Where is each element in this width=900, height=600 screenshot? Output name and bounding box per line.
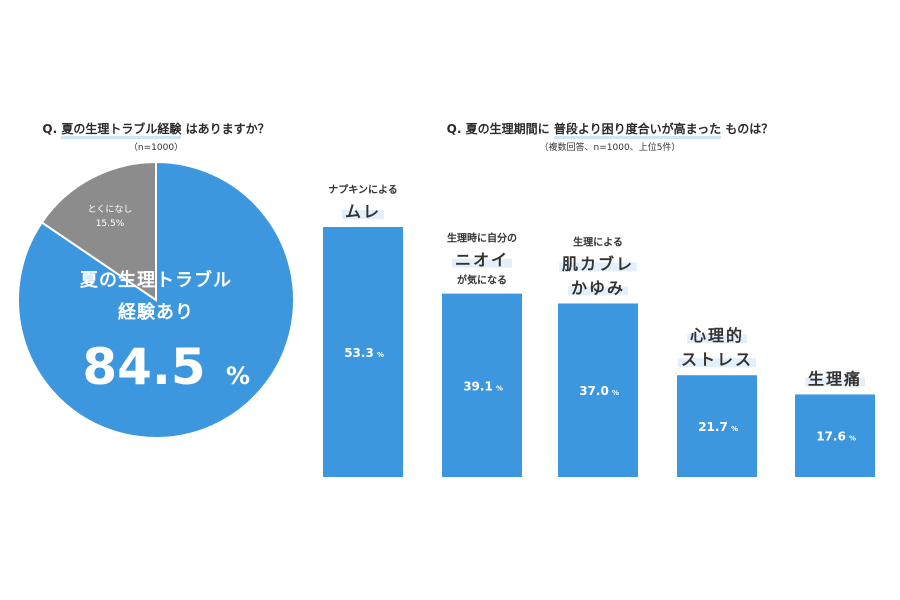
pie-main-label-line2: 経験あり bbox=[118, 301, 194, 323]
bar-category-label-3-1: 肌カブレ bbox=[562, 254, 634, 273]
bar-3 bbox=[558, 303, 638, 477]
bar-category-label-2-0: 生理時に自分の bbox=[447, 232, 517, 245]
bar-1 bbox=[323, 227, 403, 477]
pie-chart-title: Q. 夏の生理トラブル経験 はありますか？ bbox=[36, 120, 276, 139]
bar-value-label-5: 17.6 bbox=[816, 430, 846, 444]
bar-category-label-2-1: ニオイ bbox=[455, 251, 509, 270]
bar-value-label-1: 53.3 bbox=[344, 346, 374, 360]
pie-main-value: 84.5 bbox=[82, 338, 205, 396]
bar-chart-title: Q. 夏の生理期間に 普段より困り度合いが高まった ものは？ bbox=[410, 120, 810, 139]
pie-title-suffix: はありますか？ bbox=[185, 122, 270, 136]
bar-title-highlight: 普段より困り度合いが高まった bbox=[553, 122, 722, 139]
bar-label-highlight-5-0 bbox=[805, 377, 865, 387]
bar-2 bbox=[442, 293, 522, 477]
bar-label-highlight-4-0 bbox=[687, 334, 747, 344]
bar-category-label-3-0: 生理による bbox=[573, 235, 623, 248]
pie-main-unit: % bbox=[226, 362, 250, 390]
bar-label-highlight-3-2 bbox=[568, 286, 628, 296]
bar-4 bbox=[677, 375, 757, 477]
bar-title-suffix: ものは？ bbox=[725, 122, 774, 136]
bar-label-highlight-3-1 bbox=[559, 262, 637, 272]
bar-value-label-2: 39.1 bbox=[463, 379, 493, 393]
bar-value-unit-4: % bbox=[731, 425, 738, 433]
bar-label-highlight-2-1 bbox=[452, 258, 512, 268]
bar-value-label-3: 37.0 bbox=[579, 384, 609, 398]
bar-value-label-4: 21.7 bbox=[698, 420, 728, 434]
pie-title-highlight: 夏の生理トラブル経験 bbox=[61, 122, 182, 139]
bar-category-label-5-0: 生理痛 bbox=[808, 369, 862, 388]
bar-category-label-1-1: ムレ bbox=[345, 202, 381, 221]
bar-category-label-2-2: が気になる bbox=[457, 274, 507, 287]
pie-slice-none bbox=[40, 160, 157, 302]
bar-chart-subtitle: （複数回答、n=1000、上位5件） bbox=[539, 143, 681, 153]
pie-title-prefix: Q. bbox=[42, 122, 58, 136]
pie-none-label: とくになし bbox=[88, 204, 133, 215]
pie-chart-subtitle: （n=1000） bbox=[128, 143, 184, 153]
bar-category-label-4-0: 心理的 bbox=[690, 326, 744, 345]
bar-value-unit-2: % bbox=[496, 384, 503, 392]
bar-value-unit-3: % bbox=[612, 389, 619, 397]
bar-title-prefix: Q. 夏の生理期間に bbox=[446, 122, 550, 136]
pie-none-value: 15.5% bbox=[96, 219, 125, 229]
bar-category-label-4-1: ストレス bbox=[681, 350, 753, 369]
bar-category-label-3-2: かゆみ bbox=[571, 278, 625, 297]
bar-5 bbox=[795, 394, 875, 477]
bar-value-unit-1: % bbox=[377, 351, 384, 359]
bar-category-label-1-0: ナプキンによる bbox=[328, 183, 397, 196]
bar-label-highlight-4-1 bbox=[678, 358, 756, 368]
bar-label-highlight-1-1 bbox=[342, 210, 384, 219]
bar-value-unit-5: % bbox=[849, 435, 856, 443]
pie-main-label-line1: 夏の生理トラブル bbox=[80, 269, 232, 291]
